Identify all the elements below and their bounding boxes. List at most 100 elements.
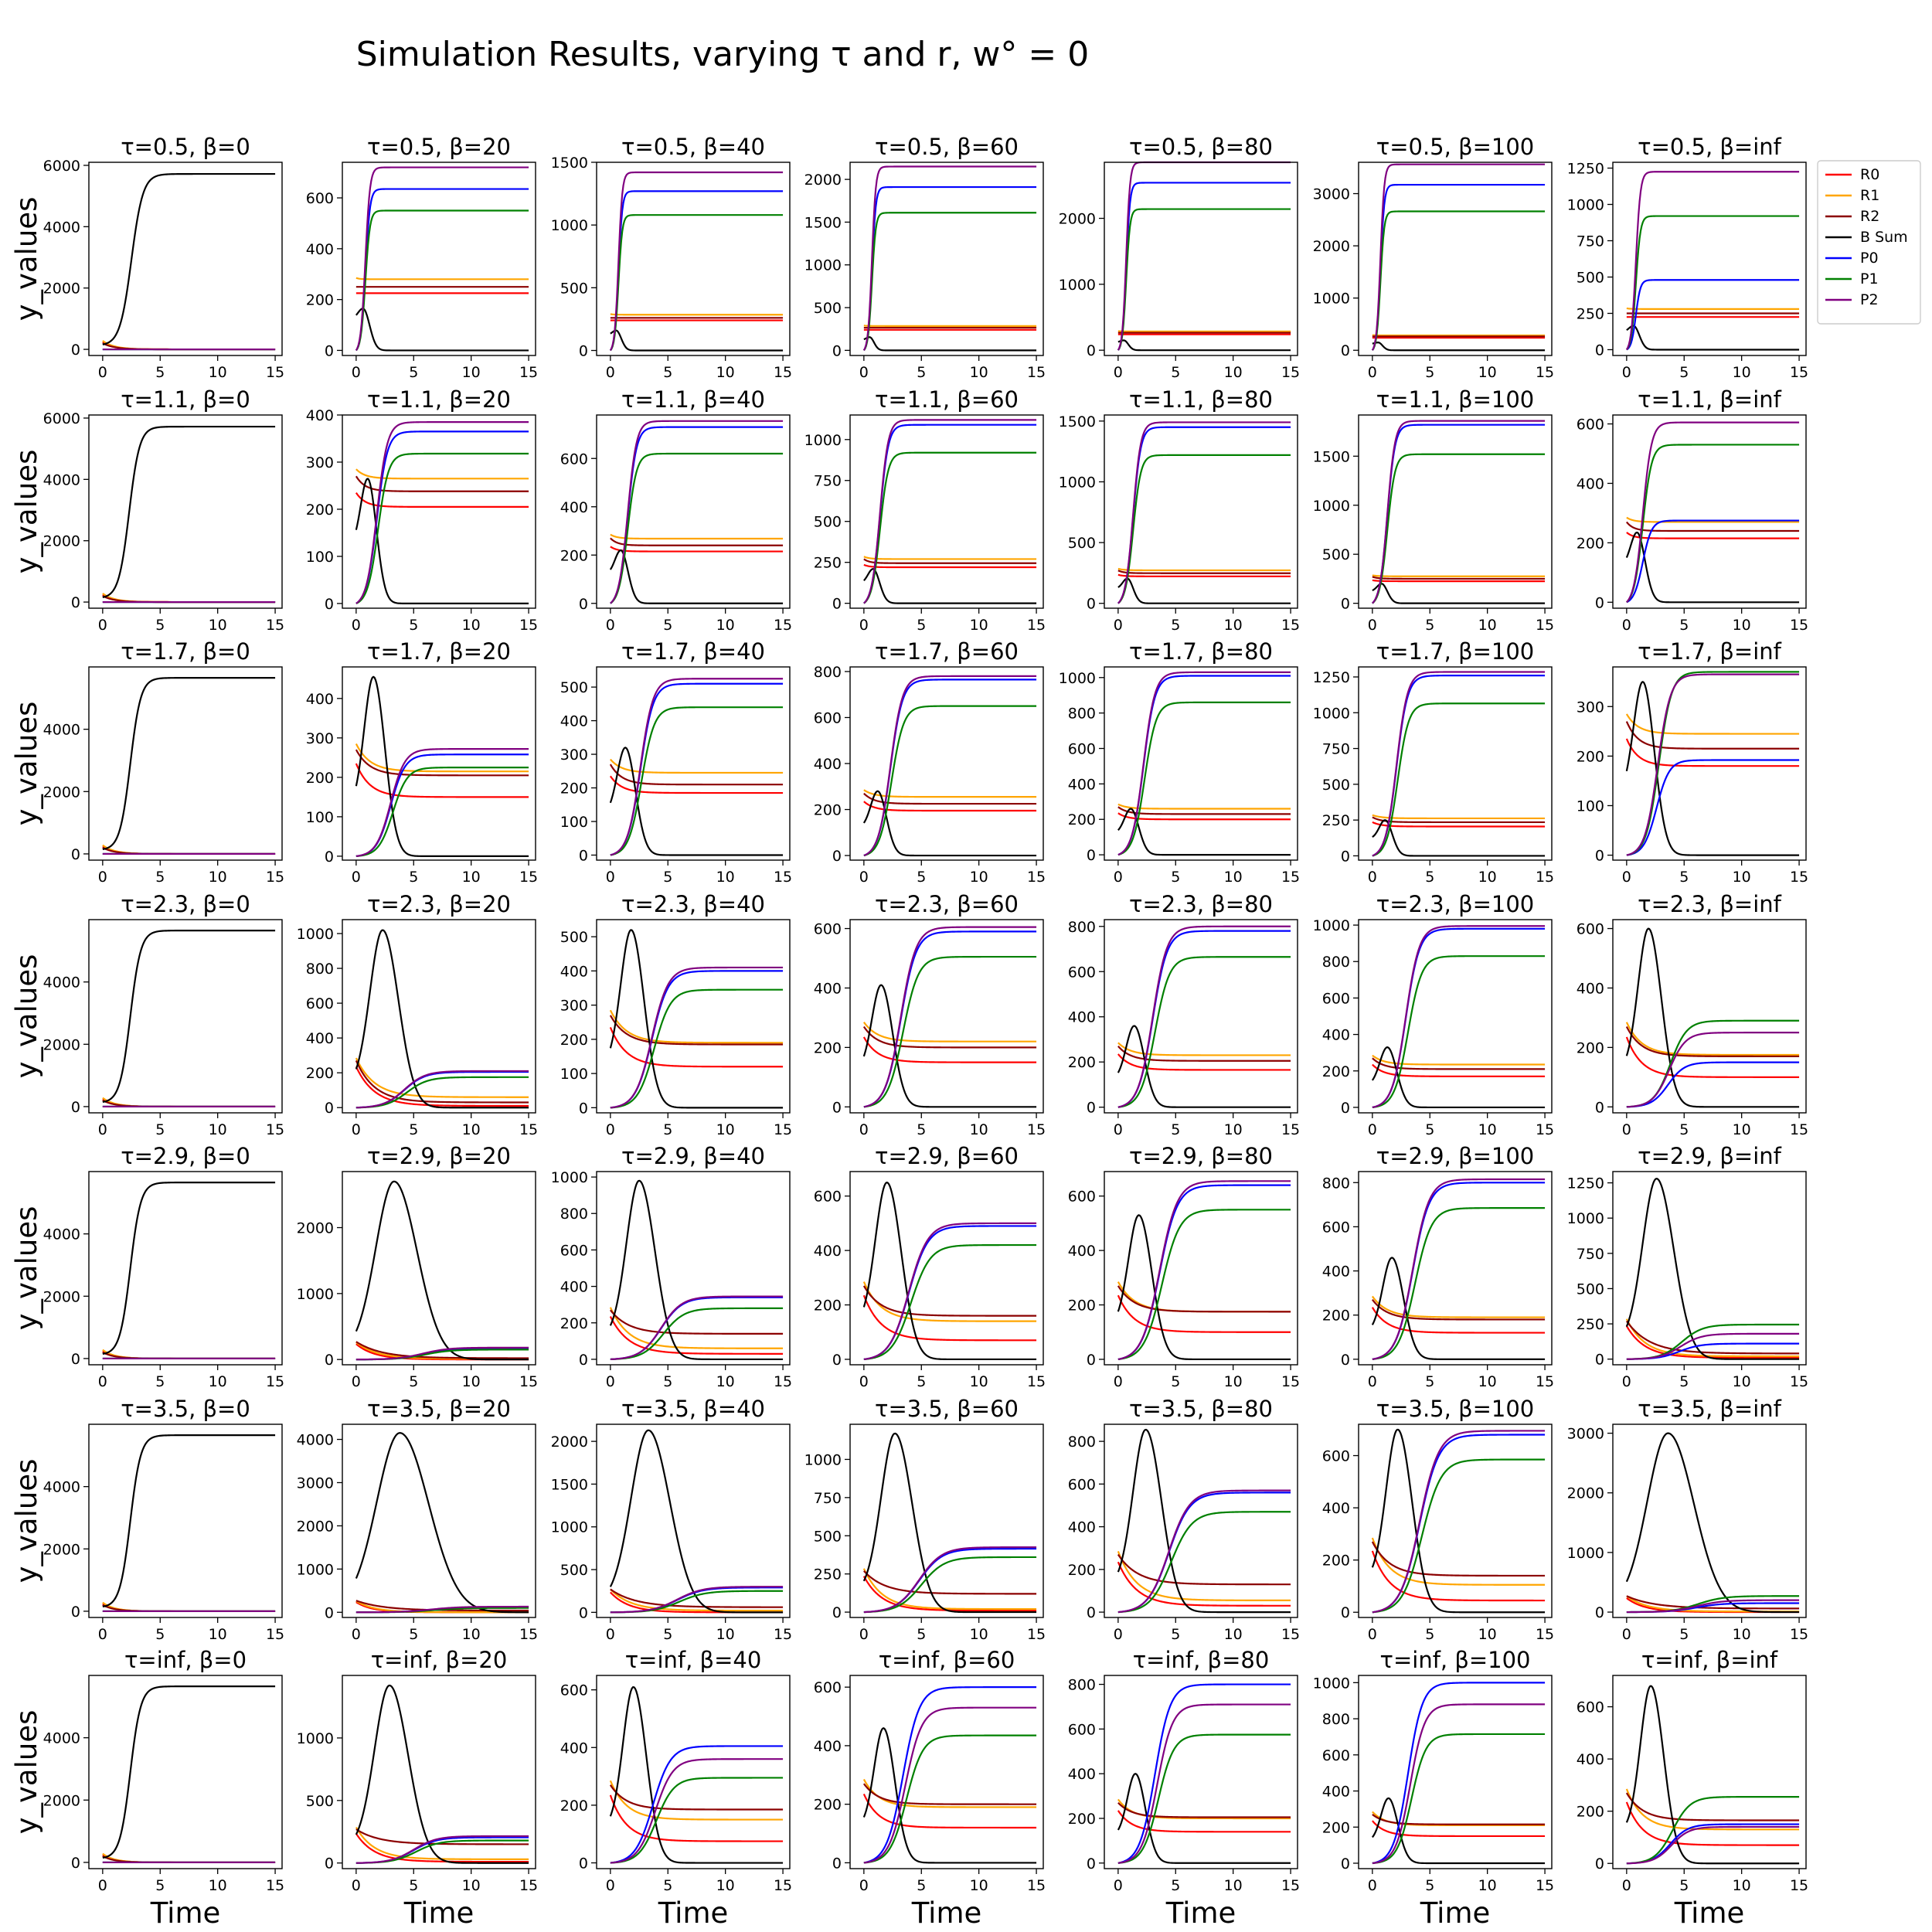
subplot: τ=2.3, β=100 0 5 10 15 0 200 400 600 800 1000 — [1313, 891, 1555, 1138]
legend-label: P1 — [1860, 270, 1879, 287]
y-tick-label: 0 — [1341, 596, 1350, 613]
y-tick-label: 0 — [1341, 1352, 1350, 1369]
subplot: τ=2.3, β=60 0 5 10 15 0 200 400 600 — [814, 891, 1046, 1138]
x-tick-label: 5 — [409, 1121, 418, 1138]
series-line-p2 — [1625, 171, 1800, 351]
y-tick-label: 600 — [560, 1242, 588, 1259]
y-tick-label: 0 — [1341, 848, 1350, 865]
series-line-b-sum — [610, 329, 784, 352]
y-tick-label: 1000 — [1313, 917, 1350, 934]
series-lines — [1625, 421, 1800, 604]
series-line-r0 — [862, 1793, 1037, 1829]
series-line-r0 — [355, 492, 529, 508]
y-axis-label: y_values — [10, 1459, 43, 1583]
x-tick-label: 0 — [1368, 364, 1377, 381]
series-line-p2 — [1371, 163, 1546, 351]
x-tick-label: 0 — [1114, 1877, 1123, 1894]
axes-frame — [88, 1423, 283, 1618]
series-line-r1 — [355, 743, 529, 773]
series-lines — [102, 930, 276, 1108]
y-tick-label: 1000 — [804, 432, 842, 449]
subplot: τ=3.5, β=60 0 5 10 15 0 250 500 750 1000 — [804, 1396, 1046, 1643]
series-line-b-sum — [863, 336, 1037, 352]
y-tick-label: 600 — [1068, 741, 1096, 758]
x-axis-label: Time — [658, 1896, 729, 1930]
y-tick-label: 1250 — [1567, 161, 1604, 178]
series-line-r0 — [609, 1026, 784, 1068]
y-tick-label: 200 — [1322, 1553, 1350, 1570]
series-lines — [609, 1429, 784, 1614]
subplot: τ=2.9, β=100 0 5 10 15 0 200 400 600 800 — [1322, 1143, 1554, 1390]
series-line-r1 — [1625, 1318, 1800, 1358]
series-line-r1 — [1371, 1537, 1546, 1586]
x-tick-label: 5 — [1425, 1121, 1434, 1138]
x-tick-label: 0 — [859, 1373, 869, 1390]
series-line-p0 — [1372, 423, 1546, 604]
series-line-b-sum — [862, 1432, 1037, 1614]
x-tick-label: 0 — [98, 364, 107, 381]
y-tick-label: 200 — [1068, 1054, 1096, 1071]
y-tick-label: 0 — [325, 596, 334, 613]
series-line-b-sum — [609, 549, 784, 604]
series-line-b-sum — [609, 1685, 784, 1864]
series-line-r1 — [1117, 1550, 1291, 1601]
x-tick-label: 0 — [1368, 1373, 1377, 1390]
x-tick-label: 5 — [1171, 617, 1180, 634]
y-tick-label: 0 — [325, 1100, 334, 1117]
y-tick-label: 200 — [1322, 1819, 1350, 1836]
series-line-r1 — [862, 1022, 1037, 1043]
series-line-r1 — [1372, 574, 1546, 577]
y-tick-label: 750 — [1322, 741, 1350, 758]
axes-frame — [1358, 162, 1553, 356]
y-tick-label: 750 — [814, 1490, 842, 1507]
series-lines — [1625, 927, 1800, 1108]
series-line-p0 — [1371, 183, 1546, 351]
y-tick-label: 1500 — [804, 214, 842, 231]
series-line-p1 — [1117, 1511, 1291, 1614]
y-tick-label: 400 — [560, 963, 588, 980]
series-line-p0 — [355, 188, 529, 352]
y-tick-label: 1000 — [1313, 498, 1350, 515]
series-line-p2 — [1372, 1703, 1546, 1865]
axes-frame — [1104, 162, 1298, 356]
series-line-p2 — [1117, 421, 1291, 604]
subplot-title: τ=1.7, β=inf — [1638, 638, 1782, 665]
series-line-p2 — [610, 1758, 784, 1864]
y-tick-label: 400 — [1577, 1751, 1604, 1768]
y-tick-label: 500 — [1577, 1281, 1604, 1298]
series-lines — [102, 1434, 276, 1613]
subplot: τ=0.5, β=100 0 5 10 15 0 1000 2000 3000 — [1313, 134, 1555, 381]
series-line-r2 — [862, 1783, 1037, 1805]
y-tick-label: 600 — [1577, 921, 1604, 938]
series-line-r2 — [102, 1855, 276, 1864]
axes-frame — [1612, 1171, 1807, 1366]
x-tick-label: 0 — [1622, 364, 1631, 381]
series-line-b-sum — [862, 1182, 1037, 1361]
axes-frame — [88, 162, 283, 356]
x-tick-label: 10 — [970, 1877, 988, 1894]
y-tick-label: 100 — [306, 809, 334, 826]
y-tick-label: 400 — [1068, 776, 1096, 793]
y-tick-label: 2000 — [297, 1518, 334, 1535]
series-line-p1 — [1372, 453, 1546, 604]
x-tick-label: 5 — [155, 1121, 165, 1138]
x-tick-label: 15 — [774, 1877, 792, 1894]
x-tick-label: 10 — [1224, 1121, 1243, 1138]
series-lines — [355, 929, 529, 1109]
series-line-r0 — [609, 1794, 784, 1842]
x-tick-label: 10 — [1478, 1877, 1497, 1894]
y-tick-label: 600 — [1577, 1699, 1604, 1716]
y-tick-label: 500 — [814, 514, 842, 531]
x-tick-label: 10 — [716, 1626, 735, 1643]
series-line-p1 — [1117, 1733, 1291, 1864]
y-tick-label: 200 — [560, 1798, 588, 1815]
series-line-b-sum — [863, 568, 1037, 604]
y-tick-label: 400 — [560, 713, 588, 730]
series-lines — [1117, 421, 1291, 604]
series-line-p2 — [863, 1706, 1037, 1864]
y-tick-label: 200 — [1577, 1804, 1604, 1821]
x-tick-label: 10 — [970, 869, 988, 886]
series-line-p0 — [862, 185, 1037, 351]
series-line-r0 — [1117, 1561, 1291, 1607]
